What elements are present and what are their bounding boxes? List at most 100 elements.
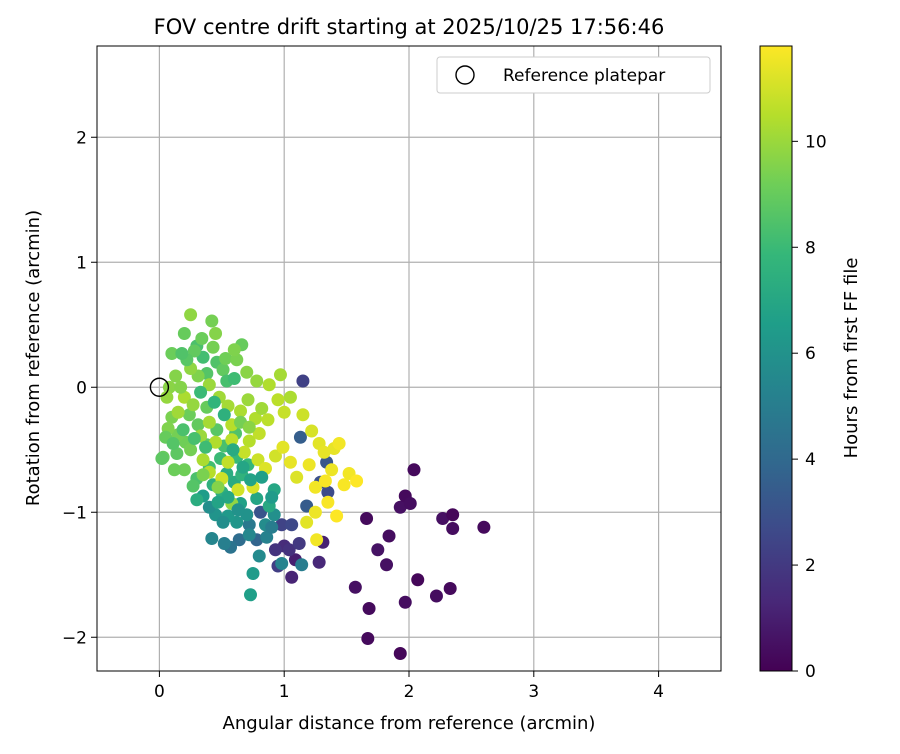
data-point	[265, 520, 279, 534]
data-point	[362, 602, 376, 615]
data-point	[175, 347, 189, 360]
data-point	[184, 308, 198, 322]
data-point	[380, 558, 394, 572]
data-point	[436, 512, 450, 525]
data-point	[429, 589, 443, 603]
data-point	[199, 440, 213, 454]
y-tick-label: 1	[76, 253, 87, 273]
reference-platepar-marker	[149, 377, 170, 397]
data-point	[371, 543, 385, 557]
x-tick-label: 0	[154, 682, 165, 702]
colorbar-gradient	[759, 45, 793, 672]
data-point	[282, 543, 296, 557]
data-point	[293, 430, 307, 444]
data-point	[227, 343, 241, 357]
colorbar-tick-label: 10	[805, 132, 827, 152]
colorbar-tick-label: 8	[805, 238, 816, 258]
colorbar-tick-label: 0	[805, 662, 816, 682]
data-point	[219, 352, 233, 365]
data-point	[205, 314, 219, 328]
data-point	[330, 509, 344, 523]
data-point	[177, 327, 191, 340]
colorbar-tick-label: 6	[805, 344, 816, 364]
x-tick-label: 1	[279, 682, 290, 702]
x-tick-label: 4	[653, 682, 664, 702]
data-point	[236, 460, 250, 474]
data-point	[237, 445, 251, 459]
colorbar: 0 2 4 6 8 10 Hours from first FF file	[759, 45, 862, 682]
data-point	[246, 567, 260, 580]
data-point	[216, 515, 230, 529]
x-tick-label: 2	[404, 682, 415, 702]
data-point	[242, 434, 256, 448]
axis-ticks: 0 1 2 3 4 −2 −1 0 1 2	[62, 128, 664, 702]
data-point	[275, 518, 289, 532]
data-point	[317, 445, 331, 459]
data-point	[182, 408, 196, 422]
data-point	[234, 404, 248, 418]
data-point	[393, 647, 407, 660]
legend: Reference platepar	[436, 56, 711, 94]
data-point	[276, 440, 290, 454]
data-point	[252, 427, 266, 440]
data-point	[318, 474, 332, 488]
data-point	[296, 374, 310, 388]
data-point	[225, 433, 239, 447]
colorbar-tick-label: 4	[805, 450, 816, 470]
data-point	[285, 570, 299, 584]
data-point	[382, 529, 396, 543]
grid-lines	[97, 46, 721, 671]
data-point	[283, 455, 297, 469]
data-point	[360, 512, 374, 525]
data-point	[350, 474, 364, 488]
x-tick-label: 3	[528, 682, 539, 702]
data-point	[195, 332, 209, 345]
data-point	[268, 449, 282, 463]
data-point	[332, 437, 346, 450]
data-point	[221, 455, 235, 469]
data-point	[165, 347, 179, 360]
data-point	[187, 344, 201, 358]
data-point	[230, 353, 244, 367]
data-point	[348, 580, 362, 594]
data-point	[446, 508, 460, 522]
colorbar-label: Hours from first FF file	[841, 258, 862, 459]
data-point	[176, 423, 190, 437]
data-point	[231, 483, 245, 497]
data-point	[295, 558, 309, 572]
data-point	[271, 393, 285, 407]
data-point	[162, 380, 176, 394]
legend-label-reference: Reference platepar	[503, 66, 665, 86]
data-point	[202, 415, 216, 429]
data-point	[443, 582, 457, 595]
data-point	[337, 478, 351, 492]
data-point	[321, 485, 335, 499]
data-point	[191, 418, 205, 432]
data-point	[242, 528, 256, 542]
data-point	[393, 500, 407, 514]
data-point	[242, 420, 256, 434]
data-point	[255, 470, 269, 484]
chart-title: FOV centre drift starting at 2025/10/25 …	[154, 15, 665, 39]
data-point	[186, 398, 200, 412]
data-point	[196, 453, 210, 467]
data-point	[255, 402, 269, 415]
data-point	[251, 453, 265, 467]
data-point	[277, 405, 291, 419]
data-point	[226, 443, 240, 457]
data-point	[167, 463, 181, 477]
data-point	[217, 408, 231, 422]
data-point	[477, 520, 491, 534]
data-point	[361, 632, 375, 645]
colorbar-tick-label: 2	[805, 556, 816, 576]
data-point	[244, 473, 258, 487]
data-point	[285, 518, 299, 532]
data-point	[407, 463, 421, 477]
reference-marker-layer	[149, 377, 170, 397]
data-point	[308, 505, 322, 519]
data-point	[300, 515, 314, 529]
data-point	[187, 432, 201, 445]
data-point	[240, 365, 254, 379]
